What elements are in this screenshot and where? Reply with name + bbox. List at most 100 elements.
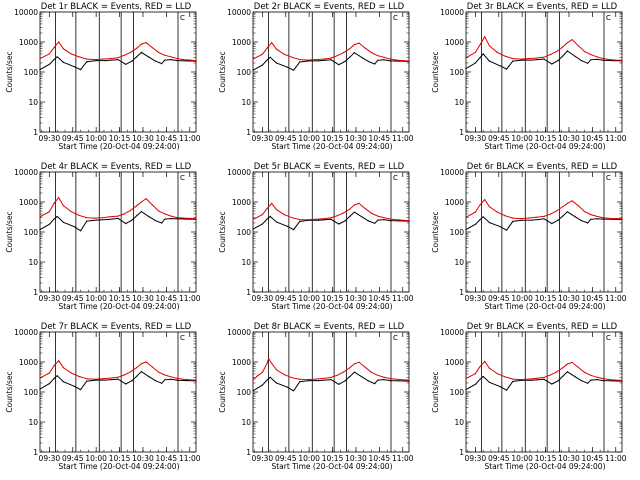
- data-point-events: [269, 215, 271, 218]
- data-point-lld: [383, 217, 385, 219]
- data-point-lld: [465, 57, 467, 59]
- data-point-events: [551, 63, 553, 65]
- data-point-lld: [342, 371, 345, 373]
- y-tick-label: 1: [33, 288, 38, 297]
- plot-frame: [252, 171, 410, 293]
- data-point-lld: [291, 217, 293, 219]
- data-point-lld: [70, 372, 72, 374]
- data-point-lld: [504, 376, 506, 378]
- data-point-events: [537, 379, 539, 381]
- data-point-lld: [299, 58, 301, 61]
- panel-title: Det 3r BLACK = Events, RED = LLD: [467, 2, 618, 12]
- x-tick-label: 10:00: [298, 134, 320, 143]
- data-point-lld: [109, 377, 111, 379]
- data-point-lld: [266, 362, 268, 364]
- data-point-lld: [549, 374, 551, 376]
- data-point-events: [324, 219, 326, 221]
- data-point-lld: [621, 218, 623, 220]
- y-tick-label: 10000: [14, 328, 38, 337]
- data-point-lld: [527, 378, 530, 380]
- plot-frame: [252, 11, 410, 133]
- data-point-lld: [512, 57, 514, 60]
- data-point-events: [154, 379, 157, 382]
- data-point-lld: [571, 361, 573, 363]
- data-point-events: [557, 219, 559, 221]
- data-point-lld: [157, 371, 160, 373]
- marker-annotation: C: [180, 14, 185, 22]
- data-point-events: [266, 59, 268, 61]
- data-point-lld: [488, 367, 490, 369]
- data-point-events: [537, 58, 539, 61]
- data-point-events: [148, 216, 150, 218]
- y-tick-label: 1000: [445, 38, 464, 47]
- data-point-lld: [314, 378, 316, 380]
- data-point-lld: [543, 376, 545, 379]
- data-point-lld: [496, 211, 498, 213]
- data-point-lld: [261, 214, 263, 216]
- data-point-lld: [402, 379, 404, 381]
- data-point-lld: [364, 47, 366, 49]
- data-point-lld: [571, 200, 573, 202]
- data-point-lld: [479, 204, 481, 206]
- x-tick-label: 09:45: [275, 454, 297, 463]
- data-point-events: [275, 382, 277, 384]
- plot-frame: [465, 171, 623, 293]
- data-point-events: [95, 219, 97, 221]
- data-point-lld: [53, 47, 55, 49]
- x-tick-label: 10:15: [109, 134, 131, 143]
- data-point-lld: [395, 219, 398, 221]
- data-point-lld: [275, 48, 277, 50]
- data-point-lld: [555, 210, 558, 212]
- data-point-lld: [402, 219, 404, 221]
- marker-annotation: C: [393, 14, 398, 22]
- x-tick-label: 10:45: [582, 294, 604, 303]
- data-point-lld: [189, 379, 191, 381]
- data-point-events: [164, 59, 166, 61]
- data-point-lld: [484, 36, 486, 38]
- data-point-events: [73, 66, 75, 68]
- data-point-events: [488, 60, 490, 62]
- data-point-events: [275, 62, 277, 64]
- data-point-lld: [86, 378, 88, 380]
- x-tick-label: 09:30: [252, 454, 274, 463]
- data-point-lld: [195, 59, 197, 62]
- data-point-lld: [53, 365, 55, 367]
- data-point-events: [73, 385, 75, 387]
- panel-title: Det 1r BLACK = Events, RED = LLD: [41, 2, 192, 12]
- data-point-lld: [314, 218, 316, 220]
- data-point-events: [62, 221, 64, 223]
- data-point-lld: [353, 43, 355, 46]
- data-point-events: [596, 378, 598, 381]
- data-point-events: [590, 59, 592, 61]
- y-tick-label: 100: [450, 388, 465, 397]
- data-point-lld: [164, 374, 166, 376]
- data-point-lld: [621, 59, 623, 61]
- data-point-events: [62, 61, 64, 63]
- data-point-events: [104, 218, 107, 221]
- data-point-events: [286, 386, 288, 388]
- data-point-lld: [189, 217, 191, 219]
- plot-frame: [39, 171, 197, 293]
- x-axis-label: Start Time (20-Oct-04 09:24:00): [58, 302, 179, 311]
- x-tick-label: 09:45: [62, 454, 84, 463]
- data-point-events: [596, 218, 598, 220]
- y-tick-label: 10000: [14, 8, 38, 17]
- data-point-events: [125, 223, 127, 225]
- y-tick-label: 100: [237, 68, 252, 77]
- y-tick-label: 10: [241, 258, 251, 267]
- data-point-events: [39, 229, 41, 231]
- data-point-lld: [621, 379, 623, 381]
- data-point-lld: [590, 214, 592, 216]
- y-tick-label: 1: [459, 128, 464, 137]
- data-point-events: [505, 389, 508, 391]
- data-point-events: [338, 383, 340, 385]
- data-point-events: [587, 222, 589, 224]
- x-tick-label: 09:45: [62, 134, 84, 143]
- detector-panel-5: Det 5r BLACK = Events, RED = LLD 1 10 100 10…: [218, 162, 414, 311]
- y-tick-label: 100: [450, 228, 465, 237]
- data-point-events: [79, 230, 82, 232]
- data-point-lld: [504, 55, 506, 57]
- data-point-lld: [377, 215, 379, 217]
- x-tick-label: 10:15: [535, 294, 557, 303]
- data-point-lld: [176, 57, 178, 60]
